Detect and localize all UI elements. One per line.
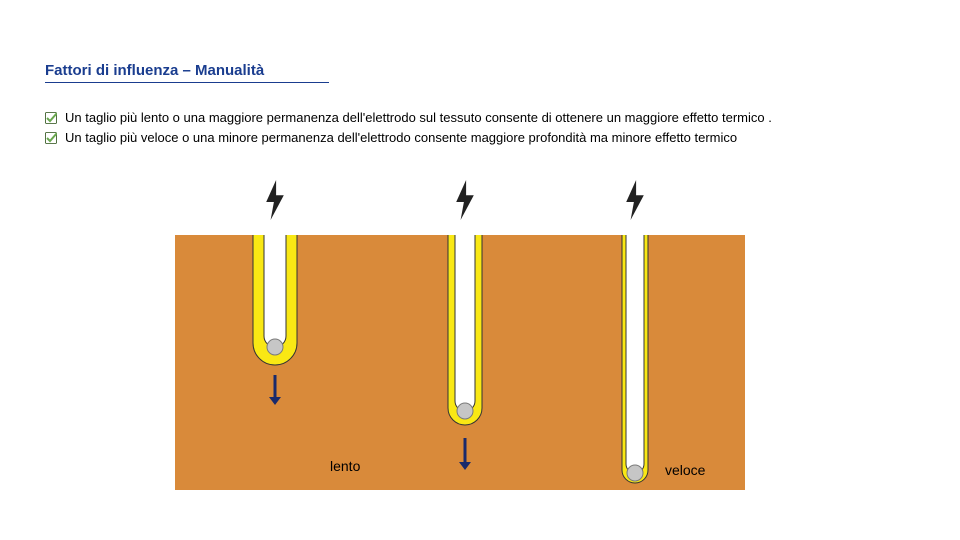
bullet-row-0: Un taglio più lento o una maggiore perma…: [45, 110, 772, 125]
label-lento: lento: [330, 458, 360, 474]
diagram-svg: [175, 180, 745, 490]
bullet-text: Un taglio più veloce o una minore perman…: [65, 130, 737, 145]
diagram: lento veloce: [175, 180, 745, 490]
page-title: Fattori di influenza – Manualità: [45, 62, 264, 79]
bullet-text: Un taglio più lento o una maggiore perma…: [65, 110, 772, 125]
title-underline: [45, 82, 329, 83]
check-icon: [45, 132, 57, 144]
label-veloce: veloce: [665, 462, 705, 478]
bullet-row-1: Un taglio più veloce o una minore perman…: [45, 130, 737, 145]
check-icon: [45, 112, 57, 124]
